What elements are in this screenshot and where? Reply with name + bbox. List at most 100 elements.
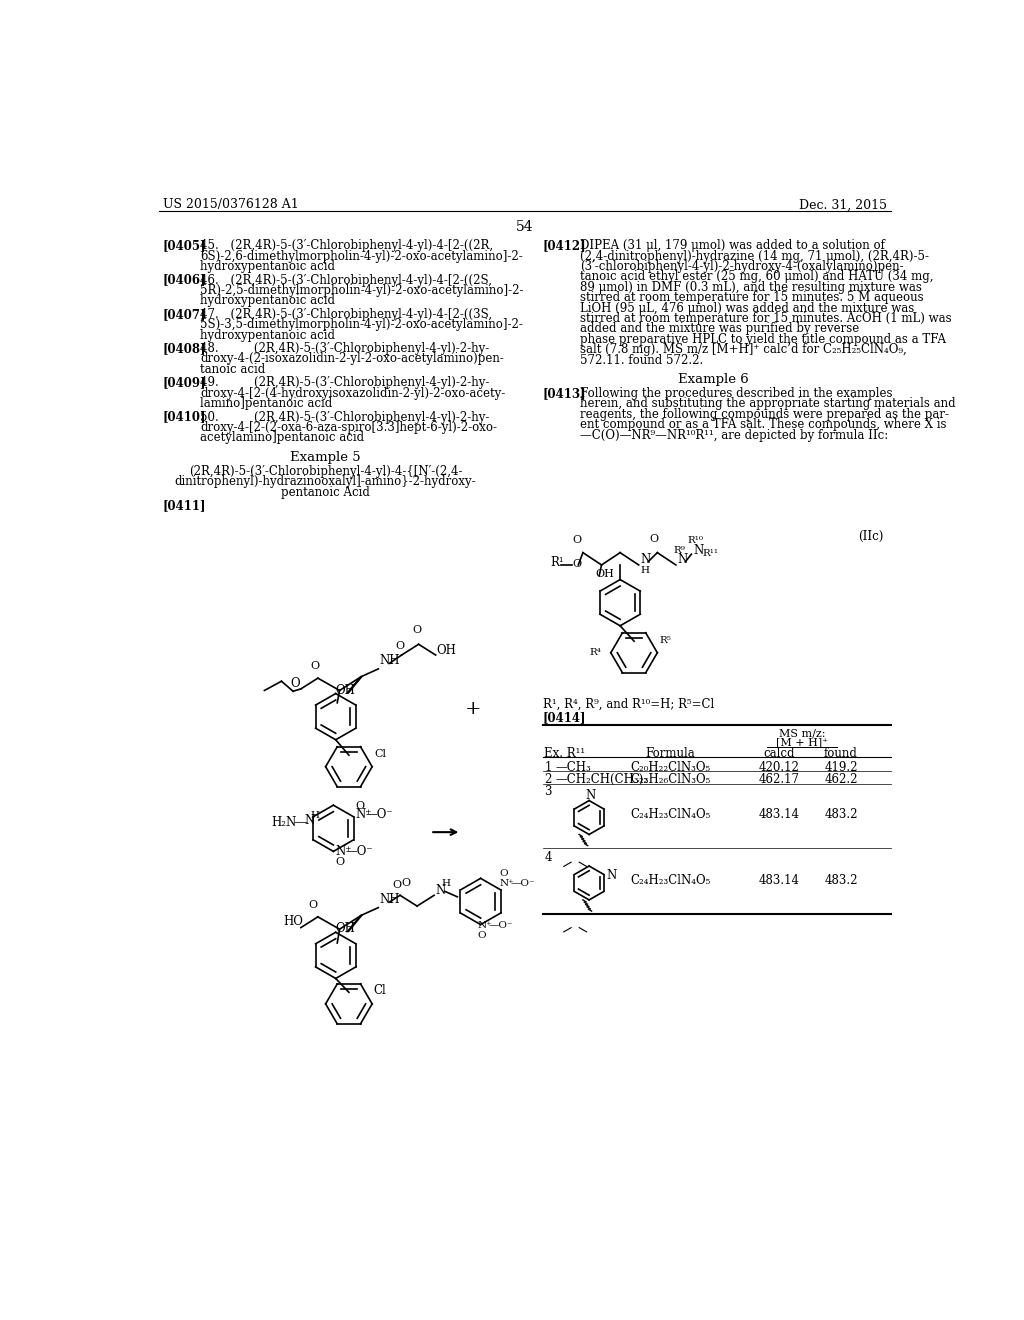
Text: 572.11. found 572.2.: 572.11. found 572.2. — [580, 354, 703, 367]
Text: dinitrophenyl)-hydrazinooxalyl]-amino}-2-hydroxy-: dinitrophenyl)-hydrazinooxalyl]-amino}-2… — [175, 475, 476, 488]
Text: O: O — [500, 869, 508, 878]
Text: [0409]: [0409] — [163, 376, 207, 389]
Text: O: O — [395, 642, 404, 651]
Text: [0411]: [0411] — [163, 499, 207, 512]
Text: —CH₂CH(CH₃)₂: —CH₂CH(CH₃)₂ — [555, 774, 648, 785]
Text: droxy-4-[2-(4-hydroxyisoxazolidin-2-yl)-2-oxo-acety-: droxy-4-[2-(4-hydroxyisoxazolidin-2-yl)-… — [200, 387, 505, 400]
Text: 54: 54 — [516, 220, 534, 234]
Text: N: N — [606, 869, 616, 882]
Text: 462.2: 462.2 — [824, 774, 858, 785]
Text: [0407]: [0407] — [163, 308, 207, 321]
Text: O: O — [308, 900, 317, 909]
Text: O: O — [477, 932, 486, 940]
Text: Cl: Cl — [374, 983, 386, 997]
Text: H₂N: H₂N — [271, 816, 297, 829]
Text: LiOH (95 μL, 476 μmol) was added and the mixture was: LiOH (95 μL, 476 μmol) was added and the… — [580, 302, 914, 314]
Text: 3: 3 — [544, 785, 552, 799]
Text: R¹¹: R¹¹ — [702, 549, 718, 558]
Text: 483.14: 483.14 — [759, 808, 800, 821]
Text: (IIc): (IIc) — [858, 529, 884, 543]
Polygon shape — [346, 915, 362, 932]
Text: Dec. 31, 2015: Dec. 31, 2015 — [799, 198, 887, 211]
Text: 47. (2R,4R)-5-(3′-Chlorobiphenyl-4-yl)-4-[2-((3S,: 47. (2R,4R)-5-(3′-Chlorobiphenyl-4-yl)-4… — [200, 308, 493, 321]
Text: 46. (2R,4R)-5-(3′-Chlorobiphenyl-4-yl)-4-[2-((2S,: 46. (2R,4R)-5-(3′-Chlorobiphenyl-4-yl)-4… — [200, 273, 493, 286]
Text: O: O — [355, 801, 365, 810]
Text: O: O — [335, 857, 344, 867]
Text: C₂₀H₂₂ClN₃O₅: C₂₀H₂₂ClN₃O₅ — [631, 760, 711, 774]
Text: —: — — [293, 814, 307, 829]
Text: O: O — [401, 878, 411, 888]
Text: N: N — [678, 553, 688, 566]
Text: [M + H]⁺: [M + H]⁺ — [776, 738, 828, 747]
Text: MS m/z:: MS m/z: — [779, 729, 825, 738]
Text: Formula: Formula — [645, 747, 695, 760]
Text: N⁺: N⁺ — [477, 921, 493, 931]
Text: 2: 2 — [544, 774, 552, 785]
Text: NH: NH — [380, 894, 400, 906]
Text: [0413]: [0413] — [543, 387, 587, 400]
Text: C₂₄H₂₃ClN₄O₅: C₂₄H₂₃ClN₄O₅ — [631, 874, 711, 887]
Text: 483.14: 483.14 — [759, 874, 800, 887]
Text: N⁺: N⁺ — [355, 808, 372, 821]
Text: tanoic acid ethyl ester (25 mg, 60 μmol) and HATU (34 mg,: tanoic acid ethyl ester (25 mg, 60 μmol)… — [580, 271, 933, 284]
Text: H: H — [640, 566, 649, 574]
Text: OH: OH — [436, 644, 457, 656]
Text: 45. (2R,4R)-5-(3′-Chlorobiphenyl-4-yl)-4-[2-((2R,: 45. (2R,4R)-5-(3′-Chlorobiphenyl-4-yl)-4… — [200, 239, 494, 252]
Text: OH: OH — [336, 684, 355, 697]
Text: (2,4-dinitrophenyl)-hydrazine (14 mg, 71 μmol), (2R,4R)-5-: (2,4-dinitrophenyl)-hydrazine (14 mg, 71… — [580, 249, 929, 263]
Text: 5R)-2,5-dimethylmorpholin-4-yl)-2-oxo-acetylamino]-2-: 5R)-2,5-dimethylmorpholin-4-yl)-2-oxo-ac… — [200, 284, 523, 297]
Text: tanoic acid: tanoic acid — [200, 363, 265, 376]
Text: N: N — [435, 884, 445, 896]
Text: 419.2: 419.2 — [824, 760, 858, 774]
Text: 483.2: 483.2 — [824, 808, 858, 821]
Text: droxy-4-(2-isoxazolidin-2-yl-2-oxo-acetylamino)pen-: droxy-4-(2-isoxazolidin-2-yl-2-oxo-acety… — [200, 352, 504, 366]
Text: H: H — [442, 879, 451, 888]
Text: O: O — [413, 626, 422, 635]
Text: [0410]: [0410] — [163, 411, 207, 424]
Text: C₂₄H₂₃ClN₄O₅: C₂₄H₂₃ClN₄O₅ — [631, 808, 711, 821]
Text: US 2015/0376128 A1: US 2015/0376128 A1 — [163, 198, 299, 211]
Text: 420.12: 420.12 — [759, 760, 800, 774]
Text: hydroxypentanoic acid: hydroxypentanoic acid — [200, 260, 335, 273]
Text: O: O — [572, 536, 582, 545]
Text: 5S)-3,5-dimethylmorpholin-4-yl)-2-oxo-acetylamino]-2-: 5S)-3,5-dimethylmorpholin-4-yl)-2-oxo-ac… — [200, 318, 523, 331]
Text: 6S)-2,6-dimethylmorpholin-4-yl)-2-oxo-acetylamino]-2-: 6S)-2,6-dimethylmorpholin-4-yl)-2-oxo-ac… — [200, 249, 523, 263]
Text: added and the mixture was purified by reverse: added and the mixture was purified by re… — [580, 322, 859, 335]
Text: OH: OH — [595, 569, 614, 579]
Text: acetylamino]pentanoic acid: acetylamino]pentanoic acid — [200, 432, 365, 445]
Text: ent compound or as a TFA salt. These compounds, where X is: ent compound or as a TFA salt. These com… — [580, 418, 946, 432]
Text: hydroxypentanoic acid: hydroxypentanoic acid — [200, 294, 335, 308]
Text: R⁹: R⁹ — [674, 545, 685, 554]
Text: —CH₃: —CH₃ — [555, 760, 591, 774]
Text: C₂₃H₂₆ClN₃O₅: C₂₃H₂₆ClN₃O₅ — [631, 774, 711, 785]
Text: hydroxypentanoic acid: hydroxypentanoic acid — [200, 329, 335, 342]
Text: R¹: R¹ — [550, 557, 564, 569]
Text: N: N — [586, 789, 596, 803]
Text: 48.   (2R,4R)-5-(3′-Chlorobiphenyl-4-yl)-2-hy-: 48. (2R,4R)-5-(3′-Chlorobiphenyl-4-yl)-2… — [200, 342, 489, 355]
Text: stirred at room temperature for 15 minutes. AcOH (1 mL) was: stirred at room temperature for 15 minut… — [580, 312, 951, 325]
Text: —O⁻: —O⁻ — [346, 845, 374, 858]
Text: [0406]: [0406] — [163, 273, 207, 286]
Text: —O⁻: —O⁻ — [488, 921, 513, 931]
Text: Example 6: Example 6 — [678, 374, 749, 387]
Text: O: O — [392, 879, 401, 890]
Text: H: H — [311, 810, 319, 820]
Text: N: N — [640, 553, 650, 566]
Text: N⁺: N⁺ — [335, 845, 351, 858]
Text: N: N — [693, 544, 703, 557]
Text: 1: 1 — [544, 760, 552, 774]
Text: 89 μmol) in DMF (0.3 mL), and the resulting mixture was: 89 μmol) in DMF (0.3 mL), and the result… — [580, 281, 922, 294]
Text: calcd: calcd — [763, 747, 795, 760]
Text: N⁺: N⁺ — [500, 879, 514, 888]
Text: 462.17: 462.17 — [759, 774, 800, 785]
Text: 49.   (2R,4R)-5-(3′-Chlorobiphenyl-4-yl)-2-hy-: 49. (2R,4R)-5-(3′-Chlorobiphenyl-4-yl)-2… — [200, 376, 489, 389]
Text: salt (7.8 mg). MS m/z [M+H]⁺ calc’d for C₂₅H₂₅ClN₄O₉,: salt (7.8 mg). MS m/z [M+H]⁺ calc’d for … — [580, 343, 906, 356]
Text: (3′-chlorobiphenyl-4-yl)-2-hydroxy-4-(oxalylamino)pen-: (3′-chlorobiphenyl-4-yl)-2-hydroxy-4-(ox… — [580, 260, 903, 273]
Text: 483.2: 483.2 — [824, 874, 858, 887]
Text: (2R,4R)-5-(3′-Chlorobiphenyl-4-yl)-4-{[N′-(2,4-: (2R,4R)-5-(3′-Chlorobiphenyl-4-yl)-4-{[N… — [188, 465, 463, 478]
Text: R⁵: R⁵ — [659, 636, 672, 644]
Text: +: + — [465, 700, 481, 718]
Text: R¹⁰: R¹⁰ — [687, 536, 703, 545]
Text: Cl: Cl — [375, 748, 386, 759]
Text: O: O — [572, 560, 582, 569]
